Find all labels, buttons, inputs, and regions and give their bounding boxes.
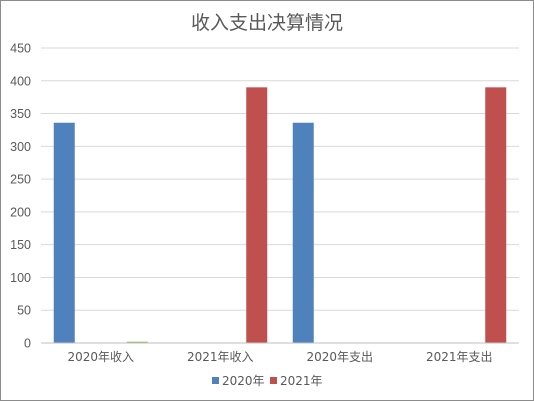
x-category-label: 2020年收入 <box>67 350 134 364</box>
bar <box>485 87 507 343</box>
bars <box>53 87 507 343</box>
y-tick-label: 350 <box>10 107 31 121</box>
y-tick-label: 150 <box>10 238 31 252</box>
y-tick-label: 100 <box>10 271 31 285</box>
legend: 2020年 2021年 <box>212 374 323 388</box>
y-tick-label: 300 <box>10 140 31 154</box>
y-axis-ticks: 0 50 100 150 200 250 300 350 400 450 <box>10 42 31 351</box>
bar <box>246 87 268 343</box>
bar <box>126 341 148 343</box>
chart-title: 收入支出决算情况 <box>190 12 343 34</box>
y-tick-label: 400 <box>10 74 31 88</box>
y-tick-label: 200 <box>10 205 31 219</box>
x-axis-categories: 2020年收入 2021年收入 2020年支出 2021年支出 <box>67 350 492 364</box>
legend-swatch <box>212 377 219 384</box>
legend-label: 2021年 <box>280 374 323 388</box>
bar <box>292 122 314 343</box>
y-tick-label: 250 <box>10 173 31 187</box>
gridlines <box>41 47 519 311</box>
legend-swatch <box>270 377 277 384</box>
x-category-label: 2021年支出 <box>426 350 493 364</box>
y-tick-label: 0 <box>24 337 31 351</box>
bar <box>53 122 75 343</box>
x-category-label: 2021年收入 <box>187 350 254 364</box>
y-tick-label: 50 <box>17 304 31 318</box>
y-tick-label: 450 <box>10 42 31 56</box>
legend-label: 2020年 <box>222 374 265 388</box>
x-category-label: 2020年支出 <box>306 350 373 364</box>
